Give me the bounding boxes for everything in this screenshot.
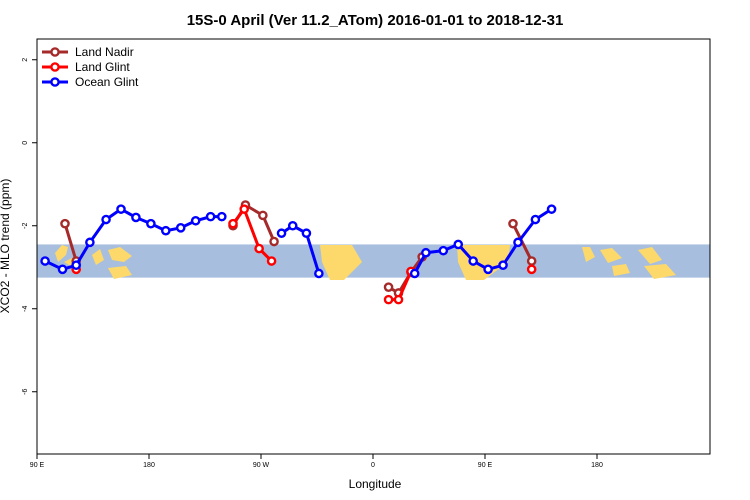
data-point bbox=[216, 211, 227, 222]
data-point bbox=[60, 218, 70, 229]
y-tick-label: -6 bbox=[22, 389, 29, 395]
data-point bbox=[131, 212, 141, 223]
data-point bbox=[383, 282, 394, 292]
data-point bbox=[269, 236, 279, 247]
data-point bbox=[85, 237, 95, 248]
data-point bbox=[190, 215, 201, 226]
land-shape bbox=[644, 264, 676, 279]
data-point bbox=[276, 228, 287, 239]
y-tick-label: -2 bbox=[22, 223, 29, 229]
land-shape bbox=[320, 245, 362, 280]
data-point bbox=[101, 214, 111, 225]
data-point bbox=[530, 214, 541, 225]
data-point bbox=[160, 225, 171, 236]
x-axis: 90 E 180 90 W 0 90 E 180 bbox=[30, 454, 603, 469]
land-shape bbox=[600, 248, 622, 263]
x-axis-title: Longitude bbox=[349, 477, 402, 491]
series-line bbox=[413, 207, 553, 275]
land-shape bbox=[108, 247, 132, 262]
x-tick-label: 180 bbox=[143, 462, 155, 469]
series-layer bbox=[40, 200, 557, 305]
data-point bbox=[383, 294, 394, 305]
land-shape bbox=[55, 245, 68, 262]
data-point bbox=[393, 294, 404, 305]
data-point bbox=[526, 256, 537, 266]
data-point bbox=[498, 260, 508, 270]
series-land-glint bbox=[71, 204, 537, 305]
y-tick-label: 0 bbox=[22, 141, 29, 145]
data-point bbox=[254, 243, 264, 254]
x-tick-label: 0 bbox=[371, 462, 375, 469]
data-point bbox=[258, 210, 268, 221]
data-point bbox=[287, 220, 298, 231]
land-shape bbox=[108, 266, 132, 279]
data-point bbox=[421, 247, 431, 258]
legend-item: Land Nadir bbox=[42, 45, 134, 59]
data-point bbox=[314, 268, 324, 279]
land-shape bbox=[638, 247, 662, 264]
legend-marker bbox=[50, 47, 60, 57]
data-point bbox=[301, 228, 312, 239]
data-point bbox=[57, 264, 68, 275]
data-point bbox=[526, 264, 537, 275]
x-tick-label: 90 W bbox=[253, 462, 270, 469]
land-shape bbox=[457, 245, 510, 280]
data-point bbox=[228, 218, 238, 229]
series-line bbox=[280, 224, 321, 274]
y-axis: 2 0 -2 -4 -6 bbox=[22, 58, 37, 395]
series-line bbox=[63, 223, 78, 262]
chart-title: 15S-0 April (Ver 11.2_ATom) 2016-01-01 t… bbox=[187, 12, 564, 29]
data-point bbox=[546, 204, 557, 214]
data-point bbox=[71, 260, 81, 270]
land-shape bbox=[582, 247, 595, 262]
legend-marker bbox=[50, 62, 60, 72]
land-shape bbox=[612, 264, 630, 276]
data-point bbox=[175, 223, 186, 233]
data-point bbox=[116, 204, 126, 214]
series-line bbox=[231, 207, 273, 263]
data-point bbox=[266, 256, 277, 266]
world-map-band bbox=[37, 244, 710, 280]
data-point bbox=[409, 268, 420, 279]
data-point bbox=[508, 218, 518, 229]
x-tick-label: 90 E bbox=[30, 462, 45, 469]
legend-item: Ocean Glint bbox=[42, 75, 139, 89]
legend-item: Land Glint bbox=[42, 60, 130, 74]
data-point bbox=[40, 256, 50, 266]
data-point bbox=[205, 211, 216, 222]
series-ocean-glint bbox=[40, 204, 557, 279]
legend-label: Land Nadir bbox=[75, 45, 134, 59]
x-tick-label: 180 bbox=[591, 462, 603, 469]
data-point bbox=[239, 204, 249, 214]
y-tick-label: 2 bbox=[22, 58, 29, 62]
data-point bbox=[438, 245, 449, 256]
legend-marker bbox=[50, 77, 60, 87]
legend-label: Ocean Glint bbox=[75, 75, 139, 89]
x-tick-label: 90 E bbox=[478, 462, 493, 469]
y-axis-title: XCO2 - MLO trend (ppm) bbox=[0, 179, 12, 314]
data-point bbox=[453, 239, 464, 250]
y-tick-label: -4 bbox=[22, 306, 29, 312]
ocean-band bbox=[37, 244, 710, 278]
land-shape bbox=[92, 249, 104, 265]
data-point bbox=[146, 218, 156, 229]
data-point bbox=[483, 264, 493, 275]
data-point bbox=[513, 237, 523, 248]
data-point bbox=[468, 256, 478, 266]
legend-label: Land Glint bbox=[75, 60, 130, 74]
